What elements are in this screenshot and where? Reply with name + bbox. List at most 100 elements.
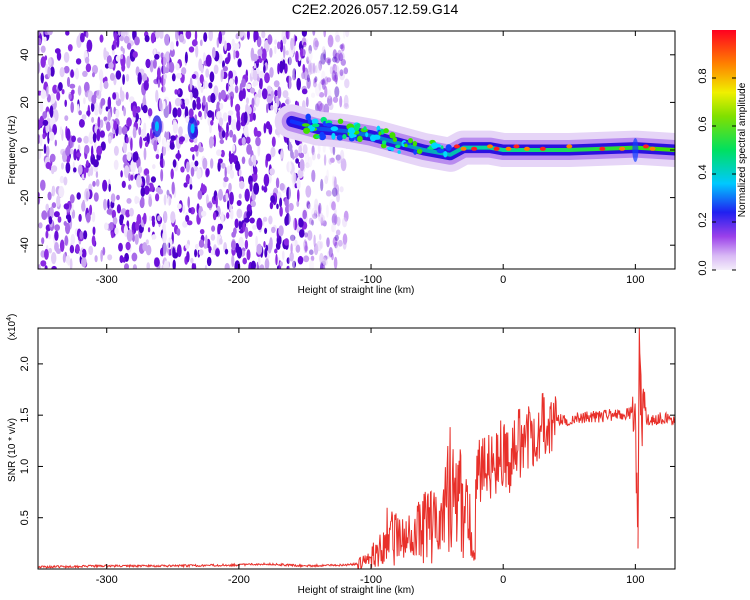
spectrogram-peak bbox=[370, 134, 377, 142]
spectrogram-speckle bbox=[277, 41, 281, 50]
spectrogram-speckle bbox=[308, 217, 313, 225]
spectrogram-speckle bbox=[317, 212, 324, 222]
spectrogram-speckle bbox=[263, 186, 268, 193]
spectrogram-speckle bbox=[126, 117, 132, 127]
spectrogram-speckle bbox=[333, 256, 338, 269]
spectrogram-speckle bbox=[78, 213, 82, 222]
spectrogram-speckle bbox=[191, 74, 197, 79]
spectrogram-speckle bbox=[170, 211, 176, 224]
spectrogram-speckle bbox=[106, 55, 112, 65]
spectrogram-speckle bbox=[117, 125, 123, 135]
spectrogram-speckle bbox=[186, 220, 193, 226]
spectrogram-speckle bbox=[185, 115, 190, 124]
spectrogram-speckle bbox=[230, 96, 233, 108]
spectrogram-speckle bbox=[256, 243, 263, 255]
spectrogram-speckle bbox=[126, 151, 132, 162]
spectrogram-speckle bbox=[265, 121, 271, 130]
spectrogram-speckle bbox=[339, 95, 343, 108]
spectrogram-speckle bbox=[83, 167, 87, 179]
spectrogram-speckle bbox=[90, 102, 95, 112]
spectrogram-speckle bbox=[256, 217, 263, 230]
spectrogram-hotspot bbox=[471, 146, 478, 151]
spectrogram-speckle bbox=[296, 200, 300, 207]
spectrogram-speckle bbox=[151, 219, 156, 228]
spectrogram-speckle bbox=[224, 248, 229, 255]
spectrogram-speckle bbox=[261, 185, 264, 191]
spectrogram-speckle bbox=[275, 253, 278, 266]
x-tick-label: 100 bbox=[626, 574, 644, 586]
spectrogram-speckle bbox=[123, 107, 126, 117]
spectrogram-speckle bbox=[185, 31, 192, 40]
spectrogram-speckle bbox=[95, 179, 100, 187]
spectrogram-speckle bbox=[184, 98, 190, 106]
spectrogram-speckle bbox=[103, 198, 107, 211]
spectrogram-speckle bbox=[231, 254, 235, 267]
spectrogram-speckle bbox=[315, 83, 321, 97]
spectrogram-speckle bbox=[302, 63, 306, 73]
spectrogram-speckle bbox=[50, 66, 55, 77]
spectrogram-speckle bbox=[326, 204, 329, 218]
spectrogram-hotspot bbox=[599, 146, 606, 151]
spectrogram-speckle bbox=[122, 74, 125, 85]
spectrogram-peak bbox=[378, 131, 382, 136]
spectrogram-speckle bbox=[84, 56, 90, 64]
spectrogram-speckle bbox=[143, 93, 146, 105]
spectrogram-speckle bbox=[285, 205, 290, 214]
spectrogram-speckle bbox=[232, 144, 236, 152]
spectrogram-speckle bbox=[172, 247, 176, 257]
spectrogram-speckle bbox=[314, 198, 319, 211]
spectrogram-speckle bbox=[150, 127, 153, 140]
spectrogram-speckle bbox=[69, 148, 74, 155]
spectrogram-peak bbox=[319, 131, 325, 139]
spectrogram-speckle bbox=[210, 158, 214, 169]
spectrogram-speckle bbox=[126, 229, 133, 242]
spectrogram-speckle bbox=[180, 166, 185, 173]
spectrogram-speckle bbox=[218, 117, 224, 127]
spectrogram-speckle bbox=[183, 133, 189, 143]
spectrogram-speckle bbox=[264, 227, 268, 234]
spectrogram-speckle bbox=[122, 257, 126, 263]
spectrogram-speckle bbox=[266, 103, 269, 114]
spectrogram-speckle bbox=[183, 182, 188, 188]
spectrogram-peak bbox=[395, 144, 401, 149]
spectrogram-speckle bbox=[69, 245, 75, 254]
spectrogram-speckle bbox=[126, 198, 132, 204]
spectrogram-speckle bbox=[331, 222, 337, 233]
spectrogram-speckle bbox=[85, 191, 89, 201]
spectrogram-speckle bbox=[82, 70, 88, 77]
spectrogram-speckle bbox=[327, 34, 334, 48]
spectrogram-speckle bbox=[318, 60, 322, 71]
spectrogram-speckle bbox=[42, 119, 49, 126]
spectrogram-speckle bbox=[114, 227, 119, 235]
spectrogram-speckle bbox=[343, 31, 346, 39]
spectrogram-speckle bbox=[307, 74, 310, 82]
spectrogram-speckle bbox=[200, 182, 204, 193]
spectrogram-speckle bbox=[241, 136, 246, 146]
spectrogram-speckle bbox=[71, 89, 75, 95]
spectrogram-speckle bbox=[305, 162, 310, 169]
spectrogram-speckle bbox=[92, 180, 96, 187]
spectrogram-speckle bbox=[253, 166, 258, 175]
spectrogram-speckle bbox=[153, 140, 158, 152]
spectrogram-speckle bbox=[313, 243, 319, 256]
spectrogram-speckle bbox=[107, 96, 112, 110]
spectrogram-speckle bbox=[40, 72, 44, 84]
spectrogram-speckle bbox=[282, 35, 287, 45]
spectrogram-hotspot bbox=[486, 144, 493, 149]
spectrogram-speckle bbox=[331, 224, 335, 233]
spectrogram-speckle bbox=[86, 160, 89, 167]
spectrogram-speckle bbox=[309, 249, 314, 255]
spectrogram-speckle bbox=[63, 51, 70, 63]
spectrogram-speckle bbox=[43, 36, 47, 42]
spectrogram-speckle bbox=[134, 36, 140, 46]
spectrogram-speckle bbox=[315, 62, 321, 74]
spectrogram-speckle bbox=[213, 134, 217, 147]
spectrogram-speckle bbox=[228, 70, 234, 80]
spectrogram-hotspot bbox=[505, 146, 512, 151]
spectrogram-speckle bbox=[80, 32, 85, 43]
spectrogram-speckle bbox=[47, 57, 52, 67]
spectrogram-speckle bbox=[331, 187, 338, 197]
spectrogram-speckle bbox=[77, 85, 82, 96]
spectrogram-speckle bbox=[192, 88, 199, 99]
